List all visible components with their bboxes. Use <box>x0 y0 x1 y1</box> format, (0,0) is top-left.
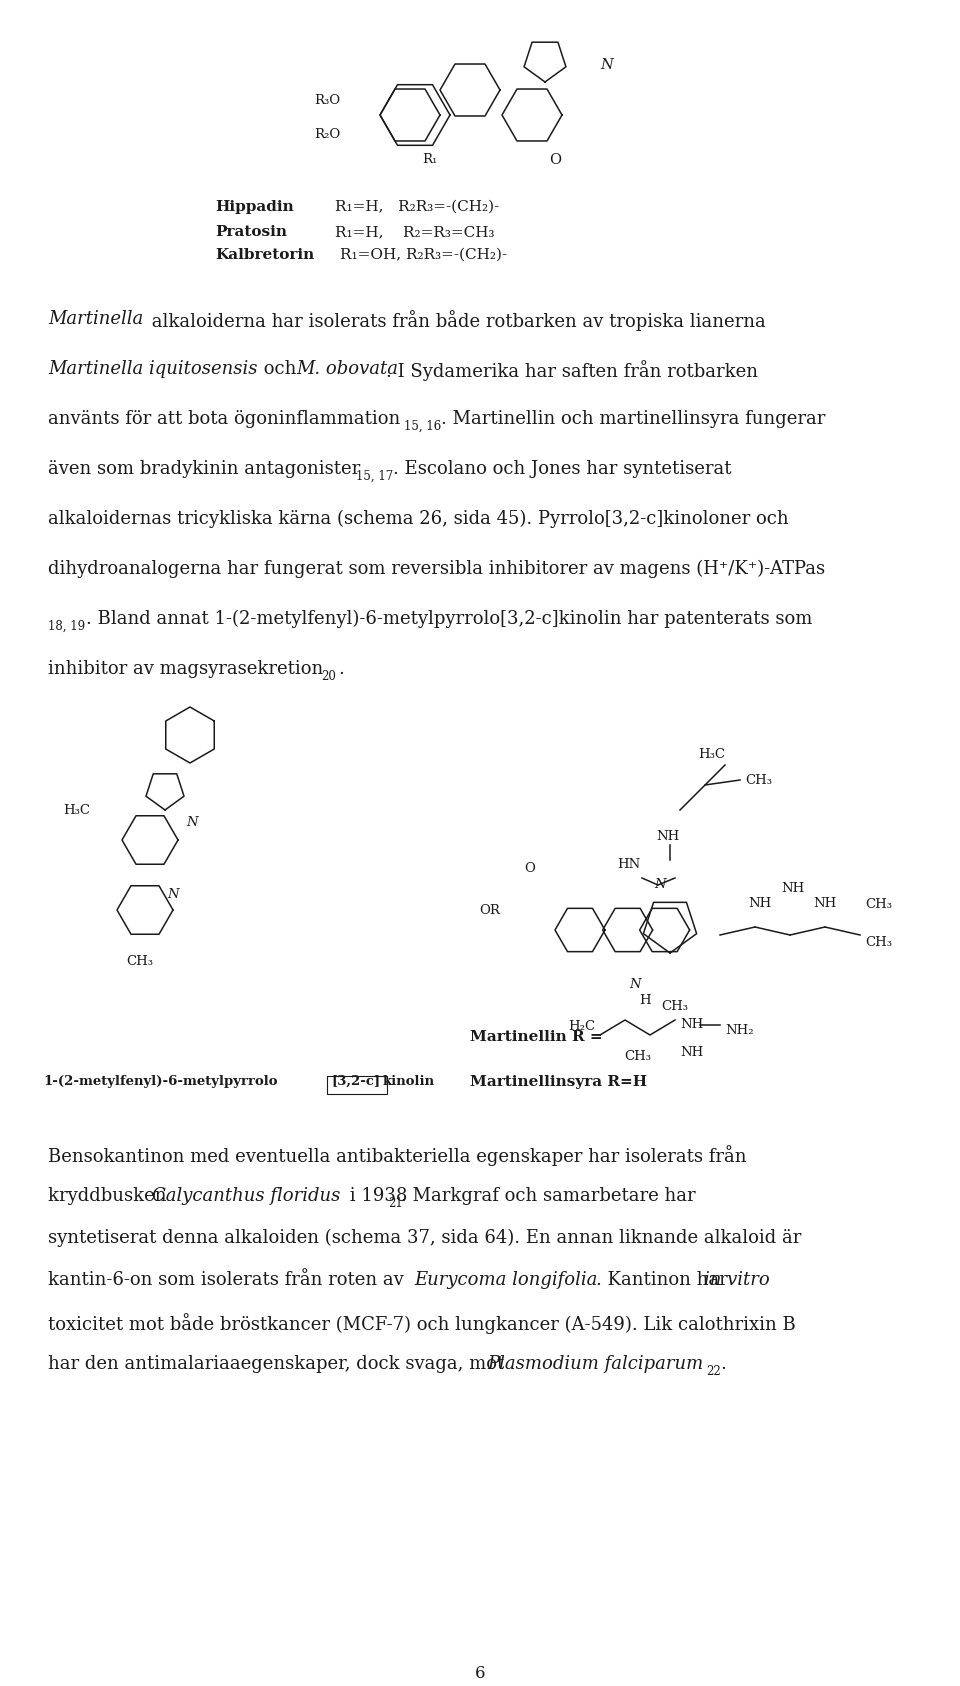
Text: Martinella iquitosensis: Martinella iquitosensis <box>48 361 257 378</box>
Text: även som bradykinin antagonister: även som bradykinin antagonister <box>48 460 360 479</box>
Text: .: . <box>720 1356 726 1372</box>
Text: CH₃: CH₃ <box>865 899 892 912</box>
Text: Bensokantinon med eventuella antibakteriella egenskaper har isolerats från: Bensokantinon med eventuella antibakteri… <box>48 1145 747 1167</box>
Text: 1-(2-metylfenyl)-6-metylpyrrolo: 1-(2-metylfenyl)-6-metylpyrrolo <box>43 1076 277 1087</box>
Text: H₂C: H₂C <box>568 1020 595 1034</box>
Text: . Markgraf och samarbetare har: . Markgraf och samarbetare har <box>401 1187 696 1205</box>
Text: NH: NH <box>813 897 836 910</box>
Text: inhibitor av magsyrasekretion: inhibitor av magsyrasekretion <box>48 659 324 678</box>
Text: kantin-6-on som isolerats från roten av: kantin-6-on som isolerats från roten av <box>48 1271 410 1290</box>
Text: . Kantinon har: . Kantinon har <box>596 1271 733 1290</box>
Text: R₁: R₁ <box>422 153 438 165</box>
Text: CH₃: CH₃ <box>865 936 892 949</box>
Text: 6: 6 <box>475 1666 485 1683</box>
Text: N: N <box>654 878 666 892</box>
Text: [3,2-c]: [3,2-c] <box>331 1076 380 1087</box>
Text: använts för att bota ögoninflammation: använts för att bota ögoninflammation <box>48 410 400 428</box>
Text: CH₃: CH₃ <box>661 1000 688 1013</box>
Text: dihydroanalogerna har fungerat som reversibla inhibitorer av magens (H⁺/K⁺)-ATPa: dihydroanalogerna har fungerat som rever… <box>48 560 826 578</box>
Text: 15, 17: 15, 17 <box>356 470 394 482</box>
Text: 18, 19: 18, 19 <box>48 620 85 632</box>
Text: HN: HN <box>616 858 640 872</box>
Text: CH₃: CH₃ <box>625 1050 652 1062</box>
Text: i 1938: i 1938 <box>344 1187 407 1205</box>
Text: R₂O: R₂O <box>314 128 340 142</box>
Text: R₁=H,   R₂R₃=-(CH₂)-: R₁=H, R₂R₃=-(CH₂)- <box>335 201 499 214</box>
Text: 15, 16: 15, 16 <box>404 420 442 433</box>
Text: syntetiserat denna alkaloiden (schema 37, sida 64). En annan liknande alkaloid ä: syntetiserat denna alkaloiden (schema 37… <box>48 1229 802 1248</box>
Text: NH: NH <box>680 1047 704 1059</box>
Text: Martinellinsyra R=H: Martinellinsyra R=H <box>470 1076 647 1089</box>
Text: Pratosin: Pratosin <box>215 224 287 239</box>
Text: M. obovata: M. obovata <box>296 361 398 378</box>
Text: 22: 22 <box>706 1366 721 1377</box>
Text: O: O <box>549 153 561 167</box>
Text: alkaloidernas tricykliska kärna (schema 26, sida 45). Pyrrolo[3,2-c]kinoloner oc: alkaloidernas tricykliska kärna (schema … <box>48 509 788 528</box>
Text: NH: NH <box>781 882 804 895</box>
Text: kinolin: kinolin <box>383 1076 435 1087</box>
Text: N: N <box>186 816 198 828</box>
Text: NH: NH <box>680 1018 704 1032</box>
Text: 20: 20 <box>321 669 336 683</box>
Text: NH: NH <box>749 897 772 910</box>
Text: och: och <box>258 361 302 378</box>
Text: N: N <box>600 57 612 72</box>
Text: Hippadin: Hippadin <box>215 201 294 214</box>
Text: N: N <box>629 978 641 991</box>
Text: .: . <box>338 659 344 678</box>
Text: in vitro: in vitro <box>704 1271 770 1290</box>
Text: alkaloiderna har isolerats från både rotbarken av tropiska lianerna: alkaloiderna har isolerats från både rot… <box>146 310 766 330</box>
Text: . Escolano och Jones har syntetiserat: . Escolano och Jones har syntetiserat <box>393 460 732 479</box>
Text: Plasmodium falciparum: Plasmodium falciparum <box>487 1356 704 1372</box>
Text: R₃O: R₃O <box>314 93 340 106</box>
Text: CH₃: CH₃ <box>745 774 772 786</box>
Text: . Bland annat 1-(2-metylfenyl)-6-metylpyrrolo[3,2-c]kinolin har patenterats som: . Bland annat 1-(2-metylfenyl)-6-metylpy… <box>86 610 812 629</box>
Text: Calycanthus floridus: Calycanthus floridus <box>152 1187 341 1205</box>
Text: NH: NH <box>657 830 680 843</box>
Text: H₃C: H₃C <box>698 749 725 762</box>
Text: . I Sydamerika har saften från rotbarken: . I Sydamerika har saften från rotbarken <box>386 361 758 381</box>
Text: Eurycoma longifolia: Eurycoma longifolia <box>414 1271 597 1290</box>
Text: O: O <box>524 862 536 875</box>
Text: kryddbusken: kryddbusken <box>48 1187 172 1205</box>
Text: R₁=OH, R₂R₃=-(CH₂)-: R₁=OH, R₂R₃=-(CH₂)- <box>340 248 507 261</box>
Text: H: H <box>639 993 651 1007</box>
Text: Martinellin R =: Martinellin R = <box>470 1030 603 1044</box>
Text: CH₃: CH₃ <box>127 954 154 968</box>
Text: har den antimalariaaegenskaper, dock svaga, mot: har den antimalariaaegenskaper, dock sva… <box>48 1356 510 1372</box>
Text: N: N <box>167 889 179 902</box>
Text: Kalbretorin: Kalbretorin <box>215 248 314 261</box>
Text: toxicitet mot både bröstkancer (MCF-7) och lungkancer (A-549). Lik calothrixin B: toxicitet mot både bröstkancer (MCF-7) o… <box>48 1313 796 1334</box>
Text: Martinella: Martinella <box>48 310 143 329</box>
Text: . Martinellin och martinellinsyra fungerar: . Martinellin och martinellinsyra funger… <box>441 410 826 428</box>
Text: H₃C: H₃C <box>63 804 90 816</box>
Text: OR: OR <box>479 904 500 917</box>
Text: NH₂: NH₂ <box>725 1023 754 1037</box>
Text: R₁=H,    R₂=R₃=CH₃: R₁=H, R₂=R₃=CH₃ <box>335 224 494 239</box>
Text: 21: 21 <box>388 1197 403 1211</box>
